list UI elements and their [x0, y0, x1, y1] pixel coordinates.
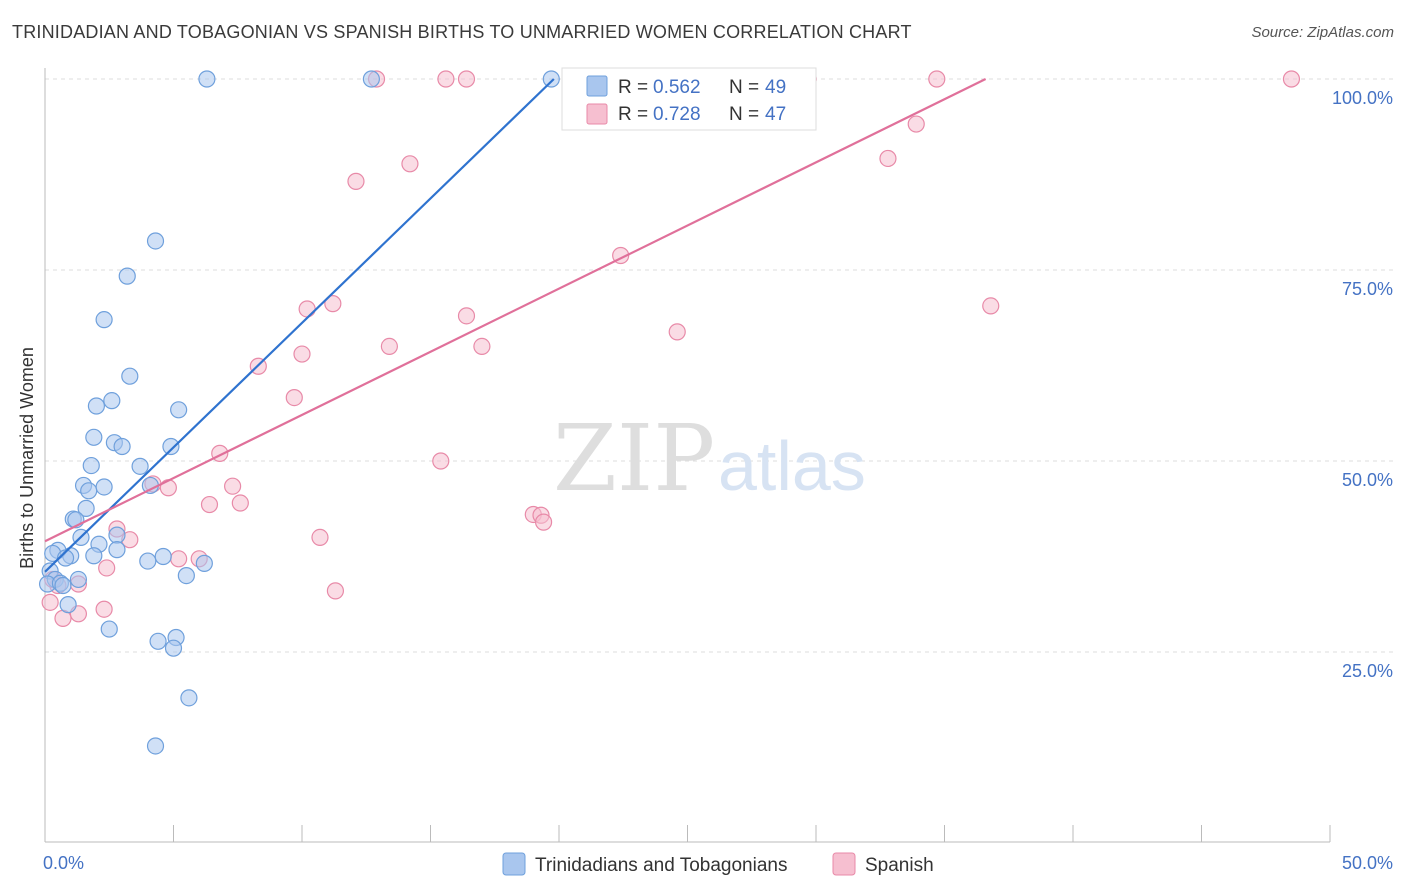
data-point-trinidadian	[56, 549, 75, 567]
watermark: ZIP atlas	[553, 405, 866, 512]
data-point-trinidadian	[108, 526, 126, 544]
data-point-spanish	[347, 172, 365, 190]
legend-r-value-1: 0.562	[653, 77, 701, 98]
data-point-spanish	[293, 345, 311, 363]
data-point-spanish	[380, 337, 398, 355]
series-legend-swatch-pink	[832, 852, 856, 876]
data-point-trinidadian	[177, 566, 195, 585]
legend-swatch-blue	[586, 75, 608, 97]
data-point-spanish	[668, 323, 686, 341]
trend-line-spanish	[44, 78, 987, 543]
y-tick-label: 25.0%	[1342, 661, 1393, 681]
data-point-trinidadian	[154, 547, 172, 566]
y-tick-label: 50.0%	[1342, 470, 1393, 490]
data-point-trinidadian	[131, 457, 149, 475]
data-point-spanish	[432, 452, 450, 470]
data-point-trinidadian	[95, 478, 113, 496]
data-point-trinidadian	[146, 232, 165, 250]
trend-line-trinidadian	[44, 78, 555, 573]
legend-n-label-2: N =	[729, 104, 764, 125]
data-point-trinidadian	[77, 499, 95, 517]
watermark-zip: ZIP	[553, 405, 715, 512]
source-label: Source: ZipAtlas.com	[1251, 24, 1394, 41]
data-point-spanish	[170, 550, 188, 568]
legend-r-value-2: 0.728	[653, 104, 701, 125]
chart-title: TRINIDADIAN AND TOBAGONIAN VS SPANISH BI…	[12, 22, 912, 42]
data-point-trinidadian	[95, 311, 113, 329]
legend-n-value-1: 49	[765, 77, 786, 98]
x-tick-label: 50.0%	[1342, 853, 1393, 873]
data-point-trinidadian	[121, 367, 139, 385]
axes	[44, 68, 1331, 843]
series-legend-label-blue: Trinidadians and Tobagonians	[535, 855, 787, 876]
legend-n-value-2: 47	[765, 104, 786, 125]
series-legend-swatch-blue	[502, 852, 526, 876]
data-point-spanish	[224, 477, 242, 495]
data-point-trinidadian	[164, 639, 183, 657]
data-point-trinidadian	[100, 620, 118, 638]
data-point-spanish	[457, 70, 476, 88]
x-tick-label: 0.0%	[43, 853, 84, 873]
data-point-trinidadian	[118, 267, 136, 285]
data-point-spanish	[928, 70, 946, 88]
data-point-trinidadian	[195, 554, 213, 572]
y-tick-label: 75.0%	[1342, 279, 1393, 299]
data-point-spanish	[98, 559, 116, 577]
data-point-trinidadian	[108, 541, 126, 559]
legend-swatch-pink	[586, 103, 608, 125]
data-point-trinidadian	[69, 570, 88, 589]
data-point-trinidadian	[103, 392, 121, 410]
legend-r-label-1: R =	[618, 77, 653, 98]
y-axis-label: Births to Unmarried Women	[17, 347, 37, 569]
data-point-trinidadian	[542, 70, 560, 88]
data-point-trinidadian	[87, 397, 106, 415]
data-point-spanish	[285, 388, 303, 407]
grid-lines	[45, 78, 1393, 653]
series-legend: Trinidadians and Tobagonians Spanish	[502, 852, 934, 876]
data-point-spanish	[457, 307, 476, 325]
data-point-trinidadian	[362, 70, 380, 88]
trend-lines	[44, 78, 987, 573]
data-point-trinidadian	[139, 552, 157, 570]
data-point-spanish	[311, 528, 329, 547]
data-point-trinidadian	[59, 596, 77, 614]
data-point-spanish	[1282, 70, 1301, 88]
data-point-trinidadian	[162, 437, 180, 456]
data-point-spanish	[231, 494, 249, 512]
data-point-spanish	[473, 337, 491, 355]
data-point-trinidadian	[54, 576, 72, 595]
legend-r-label-2: R =	[618, 104, 653, 125]
data-point-trinidadian	[85, 547, 103, 565]
data-point-trinidadian	[85, 428, 103, 446]
data-point-spanish	[200, 495, 219, 514]
data-point-spanish	[401, 155, 419, 173]
data-point-spanish	[437, 70, 455, 88]
data-point-spanish	[95, 600, 113, 618]
data-point-spanish	[298, 300, 316, 318]
data-point-trinidadian	[82, 456, 100, 475]
data-point-spanish	[907, 115, 925, 133]
data-point-spanish	[324, 295, 342, 313]
data-point-spanish	[326, 582, 345, 600]
x-tick-labels: 0.0% 50.0%	[43, 853, 1393, 873]
data-point-spanish	[879, 149, 897, 168]
y-tick-labels: 25.0% 50.0% 75.0% 100.0%	[1332, 88, 1393, 681]
data-point-trinidadian	[198, 70, 216, 88]
data-point-trinidadian	[113, 437, 131, 456]
correlation-legend: R = 0.562 N = 49 R = 0.728 N = 47	[561, 67, 817, 131]
data-point-trinidadian	[170, 401, 188, 419]
y-tick-label: 100.0%	[1332, 88, 1393, 108]
legend-n-label-1: N =	[729, 77, 764, 98]
series-legend-label-pink: Spanish	[865, 855, 934, 876]
watermark-atlas: atlas	[718, 427, 866, 505]
data-point-spanish	[41, 593, 59, 611]
data-point-trinidadian	[146, 737, 165, 755]
data-point-spanish	[534, 513, 553, 531]
data-point-spanish	[982, 297, 1000, 315]
data-point-trinidadian	[180, 689, 198, 707]
data-point-trinidadian	[80, 482, 98, 500]
data-point-trinidadian	[149, 632, 167, 650]
